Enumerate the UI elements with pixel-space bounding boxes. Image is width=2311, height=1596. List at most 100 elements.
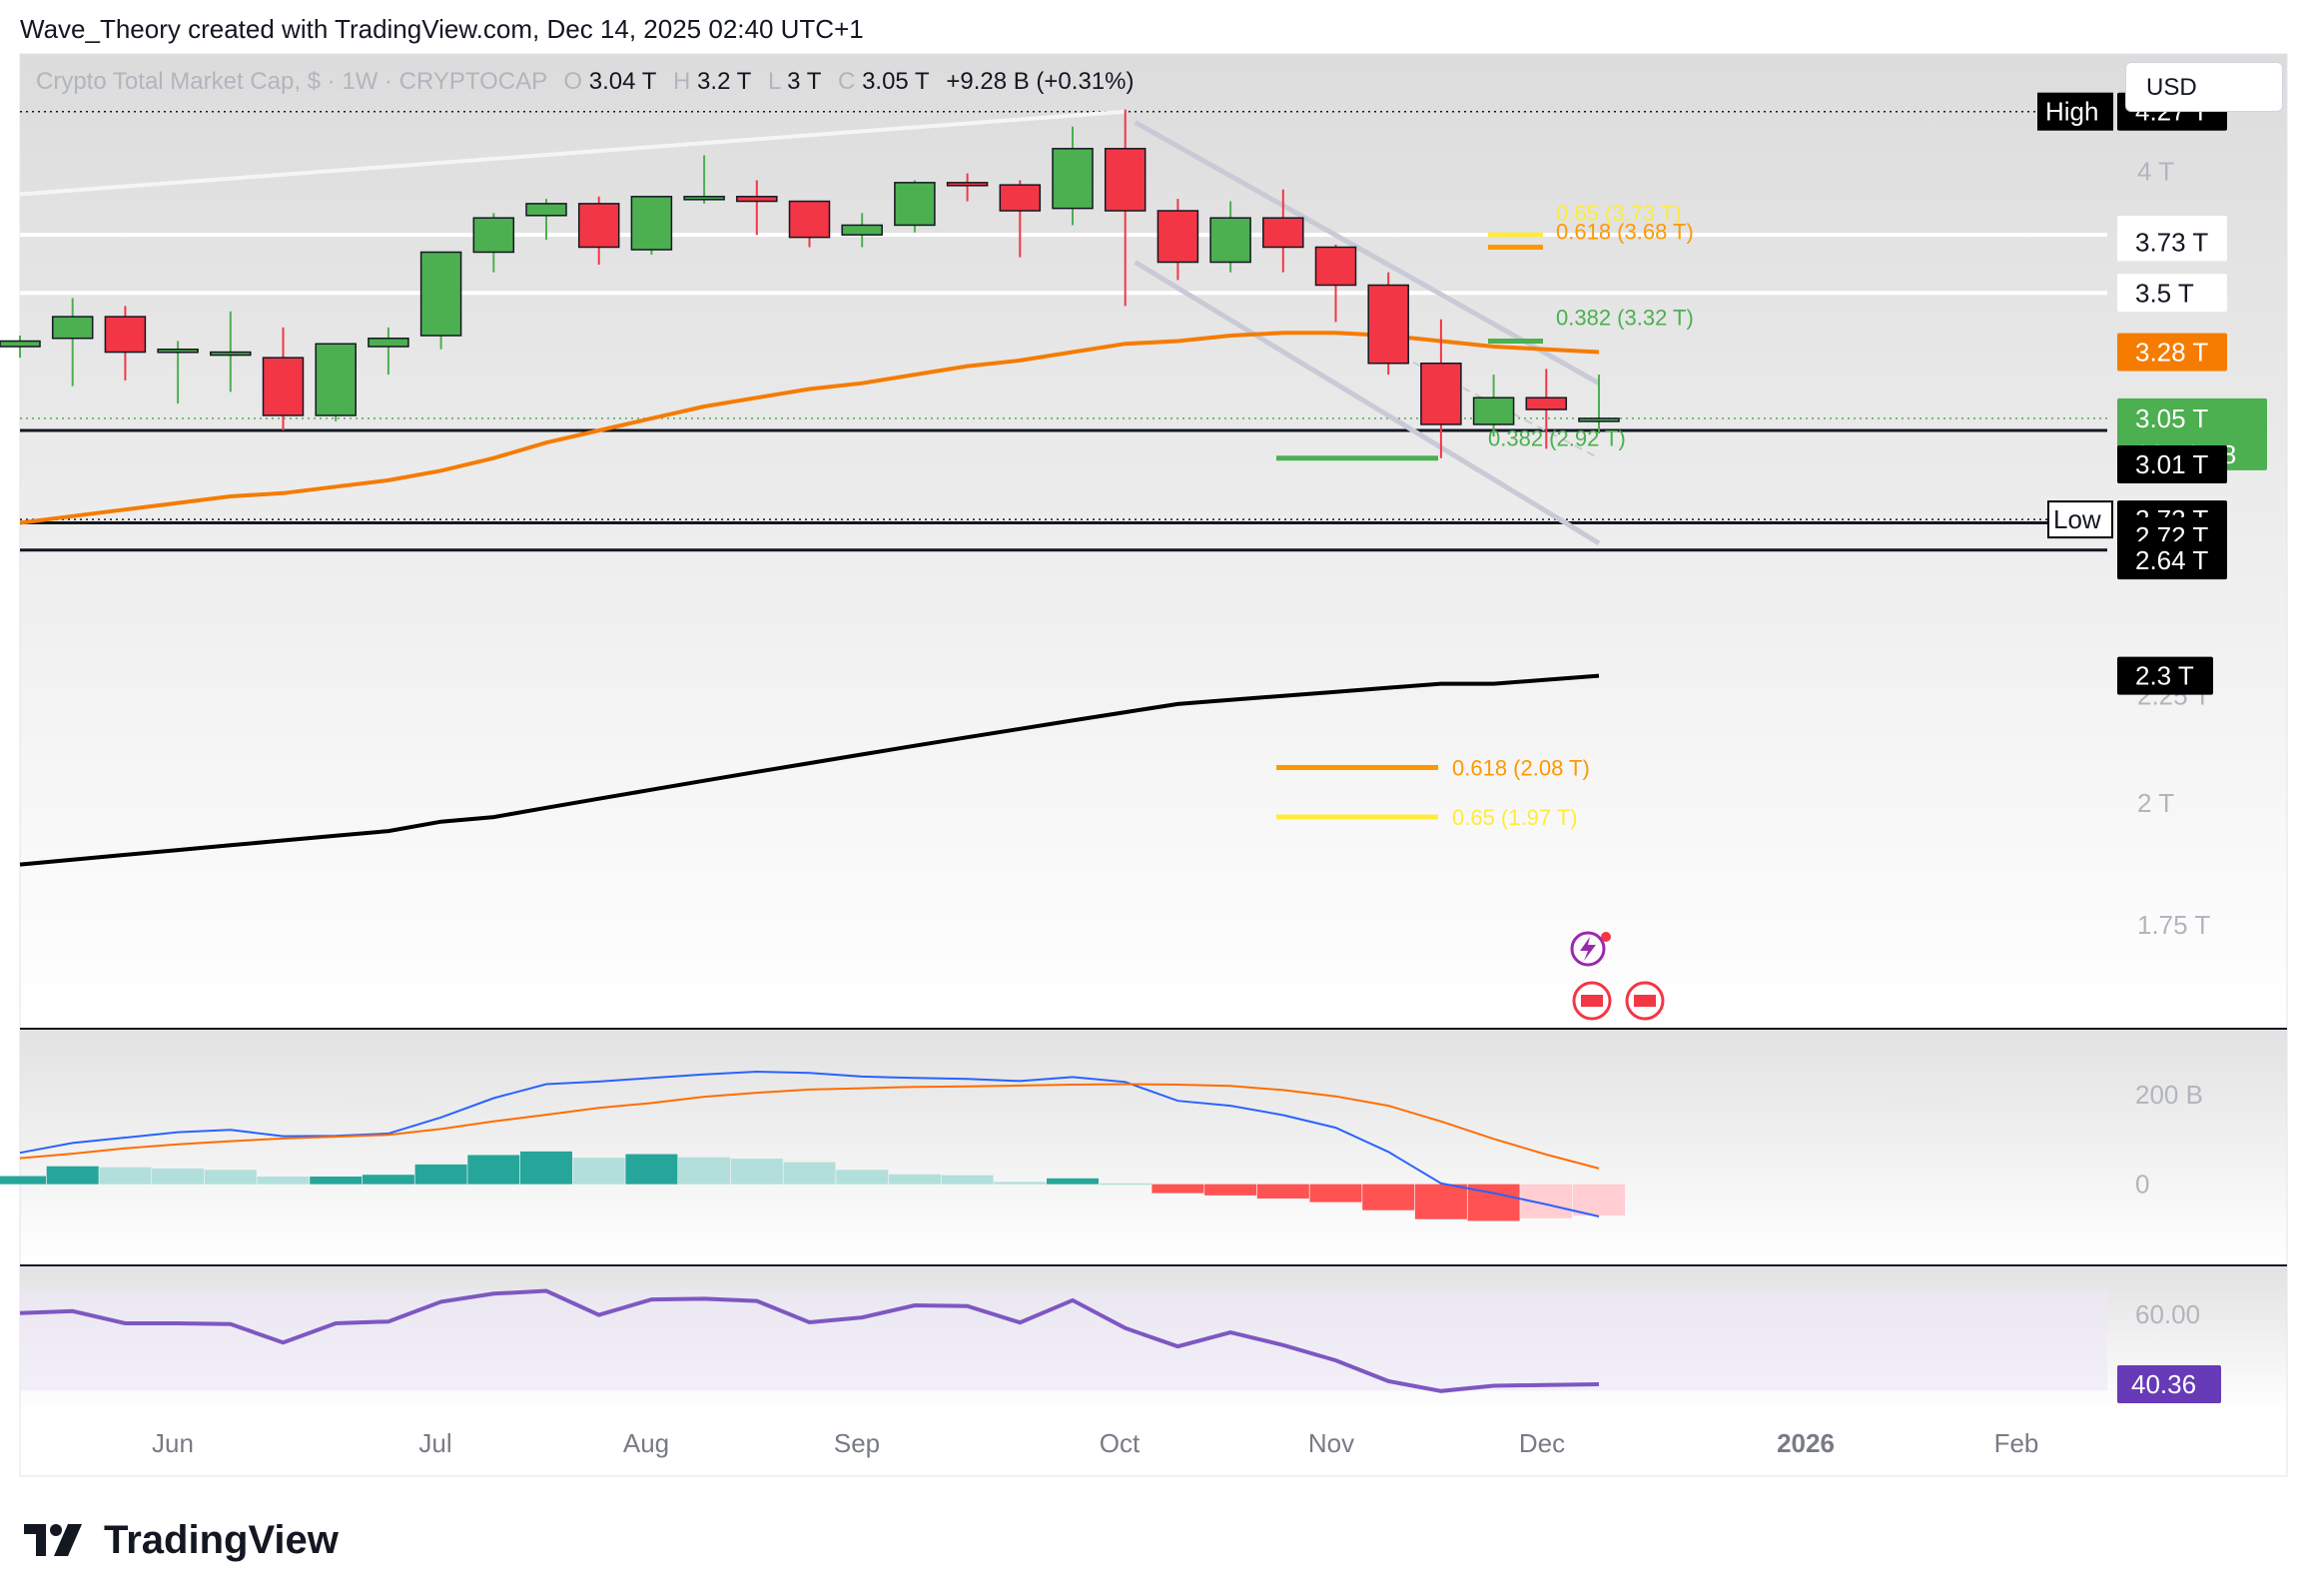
tradingview-brand: TradingView <box>104 1517 339 1562</box>
time-axis-label: Oct <box>1100 1428 1141 1458</box>
macd-histogram-bar <box>204 1170 257 1185</box>
fib-label: 0.618 (3.68 T) <box>1556 219 1694 244</box>
macd-histogram-bar <box>520 1151 572 1185</box>
macd-histogram-bar <box>941 1175 994 1185</box>
macd-histogram-bar <box>994 1182 1047 1185</box>
candle-body <box>104 316 147 354</box>
sma-price-tag-bg <box>2117 656 2213 695</box>
time-axis-label: Aug <box>623 1428 669 1458</box>
candle-body <box>1578 417 1620 422</box>
time-axis-label: Feb <box>1994 1428 2039 1458</box>
lightning-event-icon <box>1570 931 1606 967</box>
ema-price-tag: 3.28 T <box>2135 338 2208 368</box>
sma-price-tag: 2.3 T <box>2135 661 2194 691</box>
candle-body <box>1104 148 1147 212</box>
last-price-tag: 3.05 T <box>2135 403 2208 433</box>
sma-line <box>19 673 1600 867</box>
currency-button[interactable]: USD <box>2125 62 2283 112</box>
candle-body <box>1209 217 1251 264</box>
macd-signal-line <box>19 1083 1600 1170</box>
macd-histogram-bar <box>46 1166 99 1185</box>
macd-histogram-bar <box>1573 1184 1625 1216</box>
candle-body <box>946 182 989 187</box>
macd-histogram-bar <box>1362 1184 1415 1210</box>
chart-border <box>19 53 2288 1477</box>
macd-line <box>19 1070 1600 1217</box>
macd-histogram-bar <box>1309 1184 1362 1202</box>
support-tag-3-bg <box>2117 541 2227 580</box>
header-bar: Wave_Theory created with TradingView.com… <box>0 0 2311 54</box>
price-tick-label: 1.75 T <box>2137 910 2210 940</box>
macd-histogram-bar <box>1152 1184 1204 1194</box>
channel-lower-line <box>1134 260 1601 545</box>
candle-body <box>0 340 41 348</box>
candle-body <box>1262 217 1304 249</box>
candle-body <box>1156 210 1199 264</box>
candle-body <box>1420 363 1462 425</box>
open-value: 3.04 T <box>588 68 657 95</box>
fib-label: 0.618 (2.08 T) <box>1452 755 1590 780</box>
time-axis-label: Jun <box>152 1428 194 1458</box>
candle-body <box>210 351 252 357</box>
macd-histogram-bar <box>467 1155 520 1185</box>
macd-tick-label: 200 B <box>2135 1080 2203 1110</box>
high-label: H <box>673 68 691 95</box>
macd-histogram-bar <box>152 1168 205 1185</box>
candle-body <box>1052 148 1094 210</box>
fib-label: 0.65 (1.97 T) <box>1452 805 1578 830</box>
candle-body <box>1472 397 1515 425</box>
candle-body <box>841 224 883 236</box>
candle-body <box>894 182 936 227</box>
lightning-bolt-icon <box>1580 937 1596 961</box>
rsi-tick-label: 60.00 <box>2135 1299 2200 1329</box>
macd-histogram-bar <box>1047 1178 1099 1185</box>
close-value: 3.05 T <box>862 68 930 95</box>
high-value: 3.2 T <box>697 68 752 95</box>
low-label: L <box>767 68 781 95</box>
candle-body <box>1314 246 1357 287</box>
macd-histogram-bar <box>414 1164 467 1185</box>
macd-histogram-bar <box>310 1177 363 1185</box>
support-tag-1-bg <box>2117 444 2227 483</box>
macd-histogram-bar <box>0 1176 46 1185</box>
macd-histogram-bar <box>1414 1184 1467 1219</box>
macd-histogram-bar <box>625 1154 678 1185</box>
tradingview-logo: TradingView <box>24 1516 339 1564</box>
price-tick-label: 2 T <box>2137 788 2174 818</box>
macd-pane-bg <box>20 1029 2287 1263</box>
macd-histogram-bar <box>99 1167 152 1185</box>
candle-body <box>630 196 673 251</box>
candle-body <box>683 196 725 201</box>
fib-label: 0.382 (2.92 T) <box>1488 426 1626 451</box>
price-tick-label: 4 T <box>2137 156 2174 186</box>
macd-histogram-bar <box>836 1170 889 1185</box>
resistance-tag-2-bg <box>2117 223 2227 262</box>
macd-tick-label: 0 <box>2135 1170 2149 1199</box>
ema-line <box>19 331 1600 525</box>
candle-body <box>736 196 778 203</box>
us-flag-stripes-icon <box>1581 995 1603 1007</box>
high-label: High <box>2045 97 2098 127</box>
time-axis-label: 2026 <box>1777 1428 1835 1458</box>
high-label-bg <box>2037 92 2113 131</box>
symbol-legend[interactable]: Crypto Total Market Cap, $ · 1W · CRYPTO… <box>36 68 1144 96</box>
fib-label: 0.382 (3.32 T) <box>1556 305 1694 330</box>
time-axis-label: Jul <box>418 1428 451 1458</box>
macd-histogram-bar <box>572 1158 625 1185</box>
macd-histogram-bar <box>257 1177 310 1185</box>
candle-body <box>51 316 94 340</box>
low-label: Low <box>2053 504 2101 534</box>
resistance-tag-3-bg <box>2117 274 2227 313</box>
candle-body <box>419 251 462 337</box>
close-label: C <box>838 68 856 95</box>
resistance-tag-2: 3.73 T <box>2135 228 2208 258</box>
resistance-tag-3: 3.5 T <box>2135 278 2194 308</box>
us-flag-stripes-icon <box>1634 995 1656 1007</box>
macd-histogram-bar <box>1204 1184 1257 1196</box>
macd-histogram-bar <box>1099 1183 1152 1186</box>
macd-histogram-bar <box>678 1157 731 1185</box>
time-axis-label: Sep <box>834 1428 880 1458</box>
low-label-inner <box>2049 502 2111 537</box>
candle-body <box>472 217 515 254</box>
